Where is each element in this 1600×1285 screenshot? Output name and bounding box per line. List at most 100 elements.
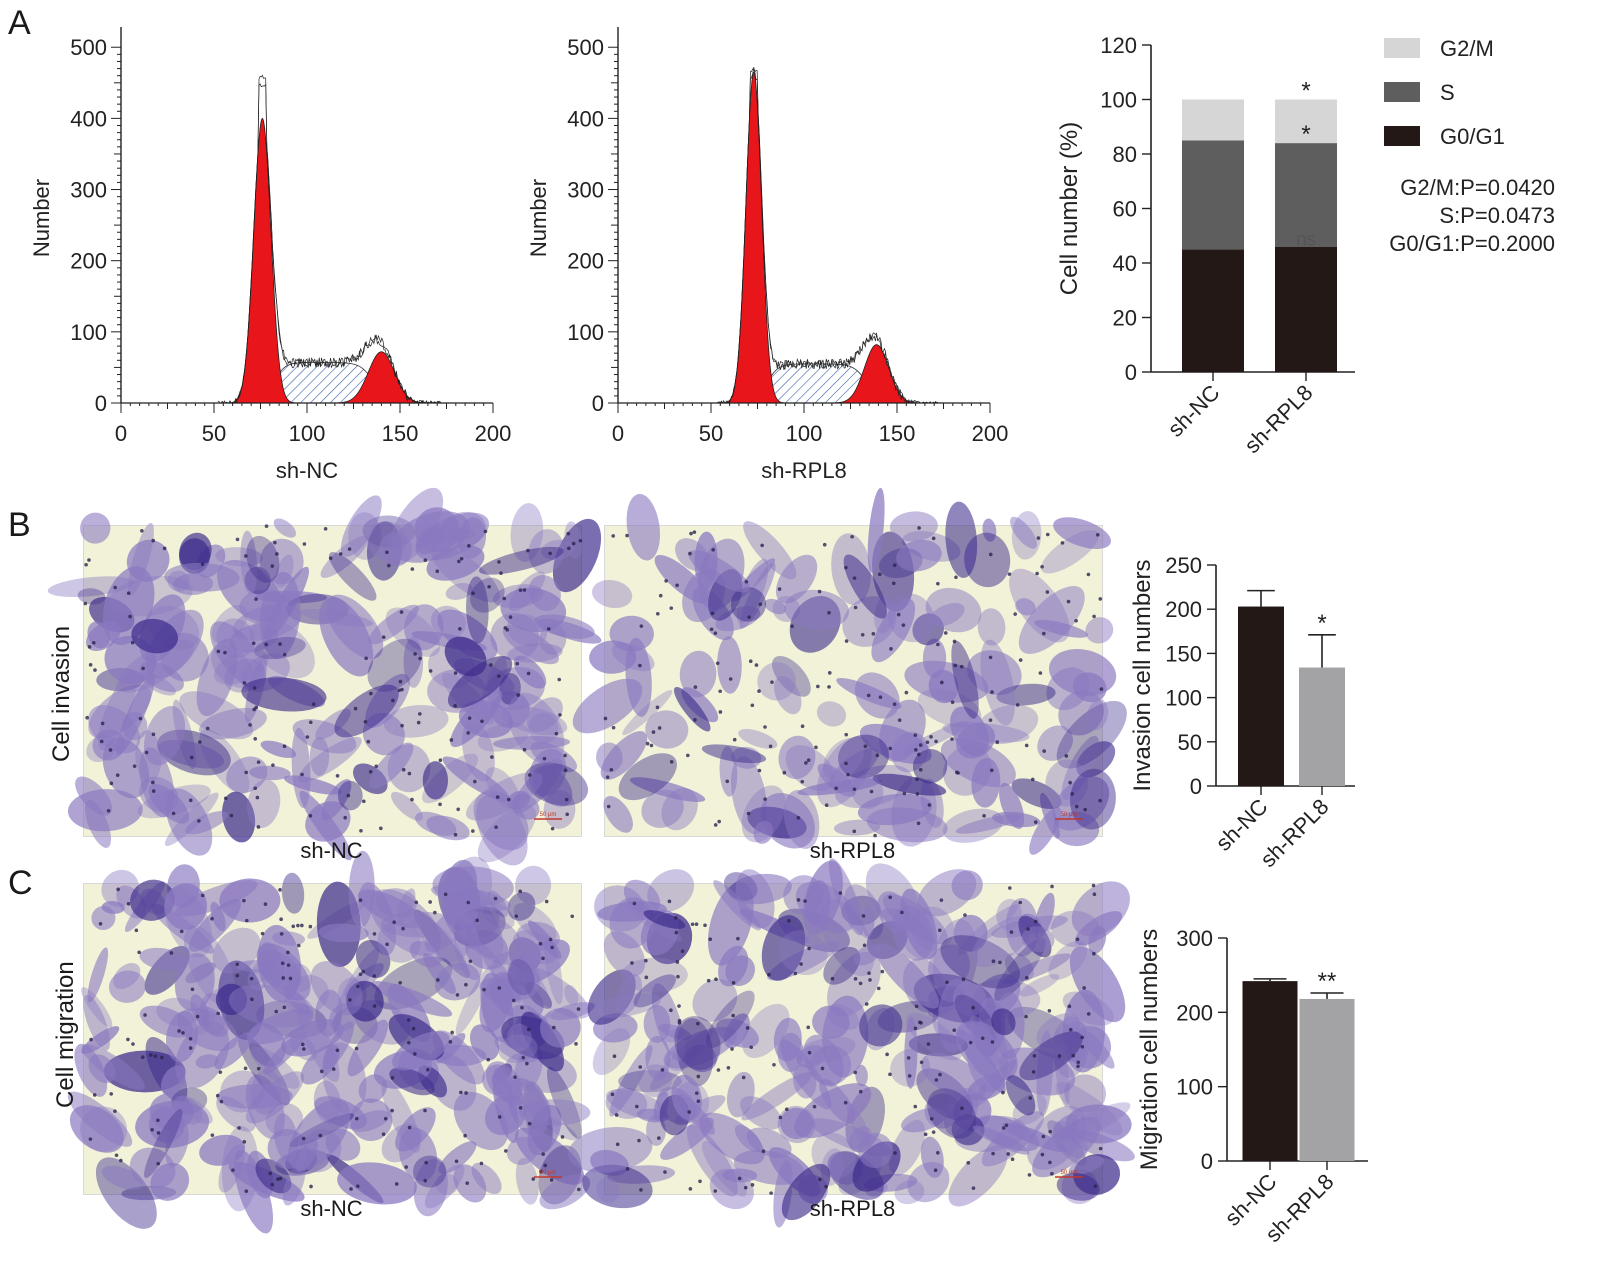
stained-cell [778,735,816,780]
membrane-pore [741,1075,746,1080]
membrane-pore [663,1170,667,1174]
membrane-pore [387,563,391,568]
membrane-pore [768,744,773,749]
legend-label: G2/M [1440,36,1494,61]
membrane-pore [541,1152,545,1156]
stained-cell [424,899,481,953]
membrane-pore [392,920,396,924]
stained-cell [515,1157,539,1205]
membrane-pore [688,1187,693,1191]
membrane-pore [467,716,472,720]
membrane-pore [497,986,502,990]
stained-cell [215,983,248,1016]
membrane-pore [270,1182,275,1187]
membrane-pore [694,922,699,926]
membrane-pore [550,826,555,831]
stained-cell [453,1091,509,1151]
membrane-pore [140,529,144,533]
membrane-pore [411,1026,416,1031]
stained-cell [859,1004,903,1047]
stained-cell [284,974,329,1015]
stained-cell [795,1036,856,1064]
stained-cell [587,969,636,1025]
stained-cell [1018,915,1052,958]
stained-cell [838,734,889,779]
micrograph-image: 50 μm [567,858,1135,1228]
stained-cell [534,614,595,639]
membrane-pore [576,1187,581,1192]
membrane-pore [223,650,227,655]
stained-cell [654,555,709,604]
membrane-pore [917,526,921,530]
membrane-pore [1066,599,1071,604]
membrane-pore [275,552,279,556]
membrane-pore [1026,927,1030,931]
stained-cell [249,765,291,781]
stained-cell [603,796,633,833]
g1-peak [714,71,793,404]
stained-cell [539,1174,591,1210]
stained-cell [699,1112,765,1165]
membrane-pore [698,1179,702,1184]
stained-cell [618,753,677,801]
stained-cell [512,930,558,965]
membrane-pore [414,900,419,905]
stained-cell [438,1141,477,1175]
stained-cell [922,638,947,679]
membrane-pore [844,565,848,570]
legend-swatch-g0g1 [1384,126,1420,146]
stained-cell [546,1066,582,1139]
membrane-pore [319,1069,324,1074]
membrane-pore [85,715,89,720]
y-tick-label: 100 [1176,1075,1213,1100]
stained-cell [383,704,449,738]
membrane-pore [625,533,629,538]
membrane-pore [904,690,909,695]
membrane-pore [464,982,468,987]
stained-cell [676,1018,714,1087]
membrane-pore [256,825,261,829]
membrane-pore [242,681,247,685]
migration-micrograph-sh-nc: 50 μm [67,850,595,1234]
membrane-pore [385,550,389,555]
y-tick-label: 150 [1165,641,1202,666]
membrane-pore [913,733,918,737]
membrane-pore [296,923,300,928]
membrane-pore [667,899,672,904]
membrane-pore [889,647,893,651]
stained-cell [660,1117,715,1160]
membrane-pore [639,624,644,628]
membrane-pore [991,959,996,963]
stained-cell [450,689,503,748]
stained-cell [210,621,266,689]
membrane-pore [1030,777,1035,782]
membrane-pore [892,563,897,568]
membrane-pore [732,737,737,742]
membrane-pore [503,1149,508,1153]
membrane-pore [902,791,907,796]
membrane-pore [426,1067,430,1072]
stained-cell [530,741,578,773]
membrane-pore [991,1151,995,1156]
membrane-pore [736,936,740,941]
stained-cell [101,869,139,907]
membrane-pore [576,1007,581,1011]
membrane-pore [892,702,897,707]
stained-cell [349,1110,390,1132]
stained-cell [81,1044,145,1091]
membrane-pore [708,937,713,942]
stained-cell [259,538,304,585]
membrane-pore [1048,1160,1052,1165]
membrane-pore [347,547,352,551]
stained-cell [185,811,229,835]
membrane-pore [305,735,310,739]
stained-cell [679,650,717,698]
membrane-pore [1057,1054,1062,1058]
membrane-pore [372,1004,377,1008]
membrane-pore [603,716,608,721]
stained-cell [508,571,546,612]
stained-cell [706,990,755,1049]
stained-cell [728,873,792,905]
membrane-pore [565,812,569,817]
membrane-pore [1075,937,1080,942]
